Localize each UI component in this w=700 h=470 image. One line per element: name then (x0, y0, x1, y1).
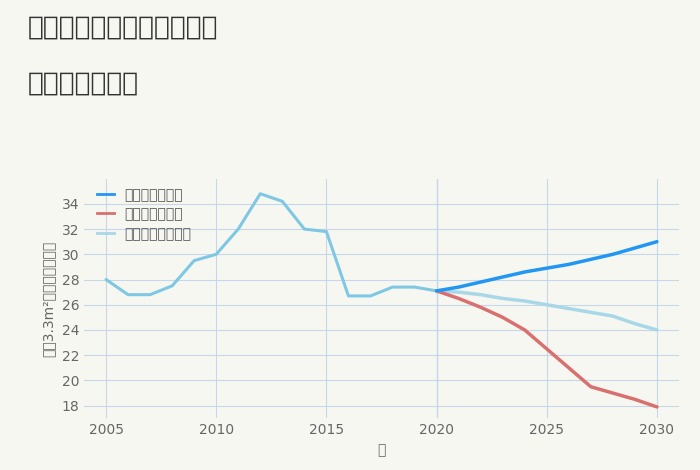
グッドシナリオ (653, 239, 662, 244)
バッドシナリオ (542, 346, 551, 352)
グッドシナリオ (454, 284, 463, 290)
グッドシナリオ (565, 262, 573, 267)
Text: 土地の価格推移: 土地の価格推移 (28, 70, 139, 96)
グッドシナリオ (587, 257, 595, 262)
バッドシナリオ (565, 365, 573, 371)
ノーマルシナリオ (521, 298, 529, 304)
グッドシナリオ (433, 288, 441, 294)
ノーマルシナリオ (565, 306, 573, 311)
バッドシナリオ (631, 397, 639, 402)
バッドシナリオ (587, 384, 595, 390)
Line: グッドシナリオ: グッドシナリオ (437, 242, 657, 291)
ノーマルシナリオ (542, 302, 551, 307)
グッドシナリオ (477, 279, 485, 285)
ノーマルシナリオ (609, 313, 617, 319)
Text: 千葉県成田市はなのき台の: 千葉県成田市はなのき台の (28, 14, 218, 40)
ノーマルシナリオ (433, 288, 441, 294)
バッドシナリオ (609, 390, 617, 396)
バッドシナリオ (521, 327, 529, 333)
バッドシナリオ (433, 288, 441, 294)
ノーマルシナリオ (498, 296, 507, 301)
バッドシナリオ (454, 296, 463, 301)
グッドシナリオ (631, 245, 639, 251)
ノーマルシナリオ (454, 290, 463, 295)
グッドシナリオ (542, 266, 551, 271)
バッドシナリオ (498, 314, 507, 320)
ノーマルシナリオ (587, 310, 595, 315)
グッドシナリオ (498, 274, 507, 280)
X-axis label: 年: 年 (377, 443, 386, 457)
Line: バッドシナリオ: バッドシナリオ (437, 291, 657, 407)
Legend: グッドシナリオ, バッドシナリオ, ノーマルシナリオ: グッドシナリオ, バッドシナリオ, ノーマルシナリオ (97, 188, 192, 241)
Line: ノーマルシナリオ: ノーマルシナリオ (437, 291, 657, 330)
グッドシナリオ (609, 251, 617, 257)
グッドシナリオ (521, 269, 529, 275)
ノーマルシナリオ (631, 321, 639, 327)
Y-axis label: 坪（3.3m²）単価（万円）: 坪（3.3m²）単価（万円） (42, 240, 56, 357)
ノーマルシナリオ (477, 292, 485, 298)
バッドシナリオ (477, 305, 485, 310)
ノーマルシナリオ (653, 327, 662, 333)
バッドシナリオ (653, 404, 662, 410)
